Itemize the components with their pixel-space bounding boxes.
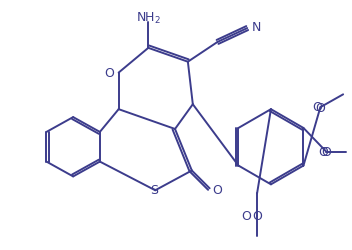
Text: O: O xyxy=(315,101,325,114)
Text: O: O xyxy=(313,100,322,113)
Text: O: O xyxy=(104,67,114,80)
Text: O: O xyxy=(213,183,222,196)
Text: S: S xyxy=(150,183,158,196)
Text: O: O xyxy=(319,146,328,158)
Text: O: O xyxy=(252,210,262,222)
Text: O: O xyxy=(321,146,331,158)
Text: N: N xyxy=(251,20,261,34)
Text: O: O xyxy=(241,210,251,222)
Text: NH$_2$: NH$_2$ xyxy=(136,10,161,26)
